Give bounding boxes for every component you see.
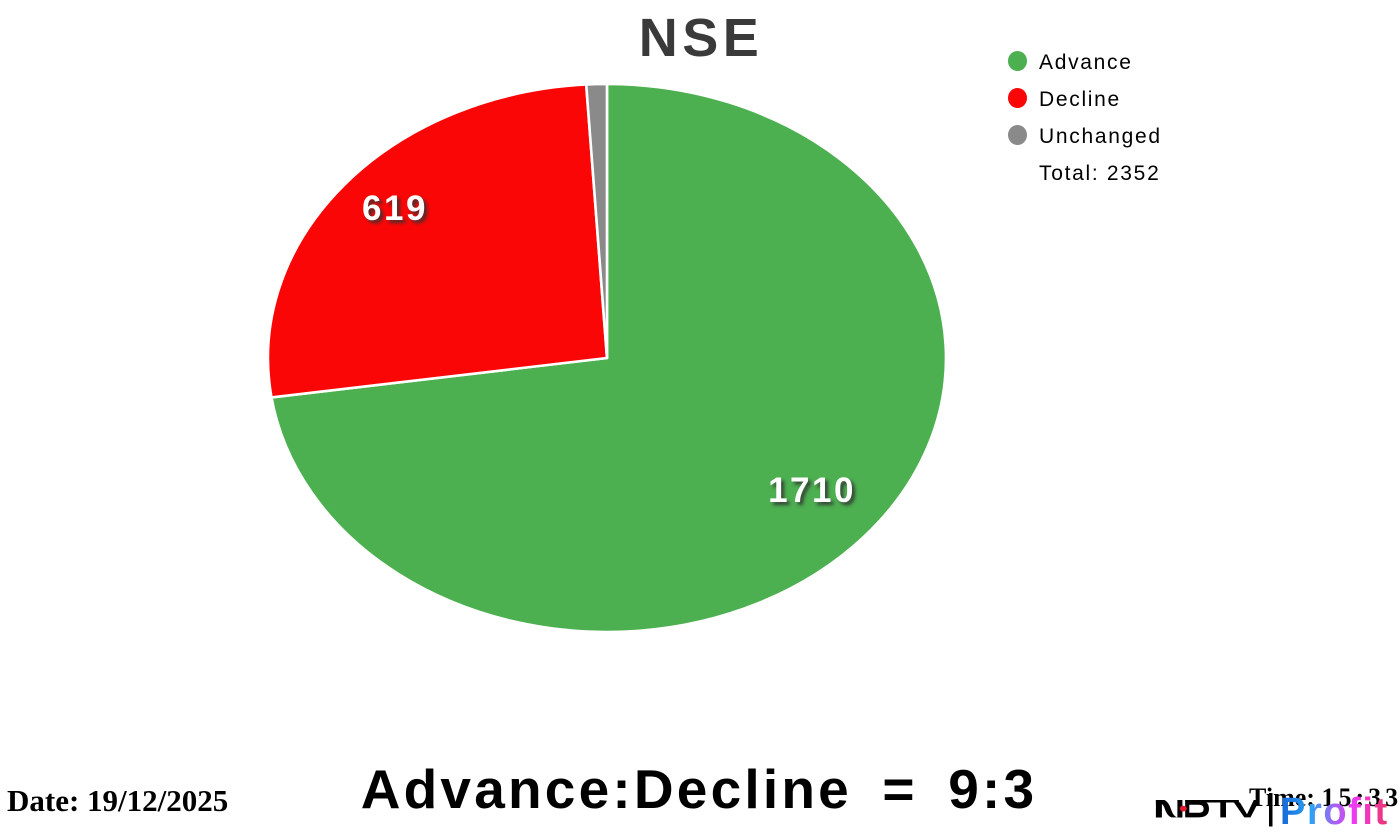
svg-text:Profit: Profit — [1280, 791, 1389, 833]
